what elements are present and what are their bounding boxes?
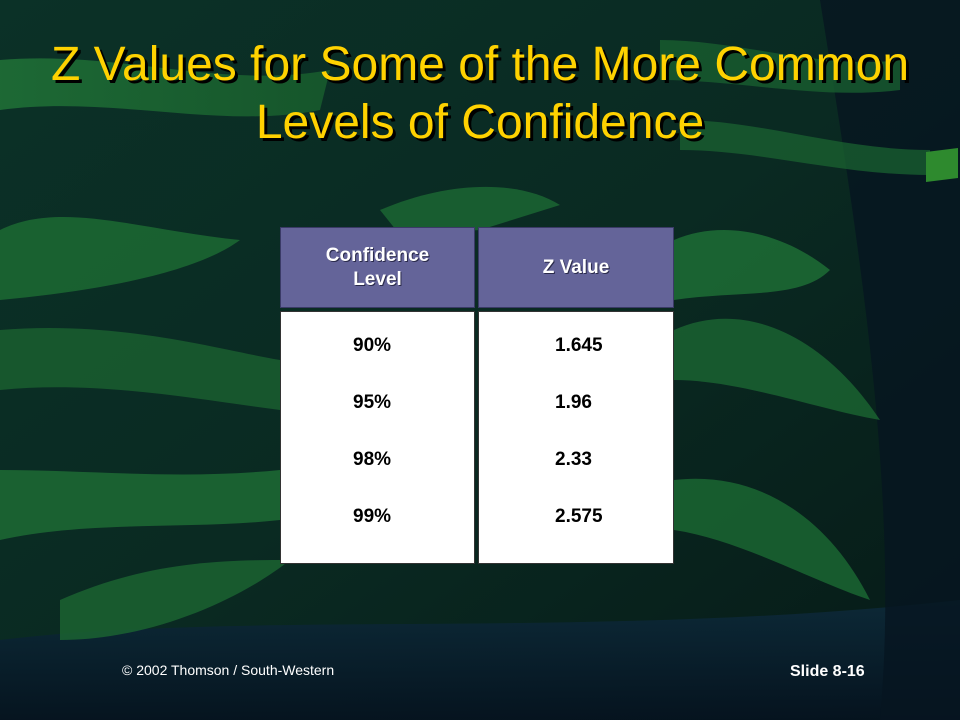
z-value-cell: 2.575: [555, 506, 603, 527]
header-z-value-label: Z Value: [542, 256, 610, 278]
z-value-cell: 1.96: [555, 392, 592, 413]
slide-number: Slide 8-16: [790, 663, 865, 680]
z-value-column: 1.645 1.96 2.33 2.575: [478, 311, 674, 564]
confidence-level-cell: 90%: [353, 335, 392, 356]
slide-title: Z Values for Some of the More Common Lev…: [50, 38, 910, 149]
confidence-level-cell: 98%: [353, 449, 392, 470]
header-confidence-level: Confidence Level: [280, 227, 475, 308]
z-value-cell: 2.33: [555, 449, 592, 470]
confidence-level-cell: 99%: [353, 506, 392, 527]
footer-copyright: © 2002 Thomson / South-Western: [122, 662, 335, 678]
z-value-cell: 1.645: [555, 335, 603, 356]
confidence-level-cell: 95%: [353, 392, 392, 413]
confidence-level-column: 90% 95% 98% 99%: [280, 311, 475, 564]
header-z-value: Z Value: [478, 227, 674, 308]
header-confidence-level-label: Confidence Level: [325, 244, 430, 290]
